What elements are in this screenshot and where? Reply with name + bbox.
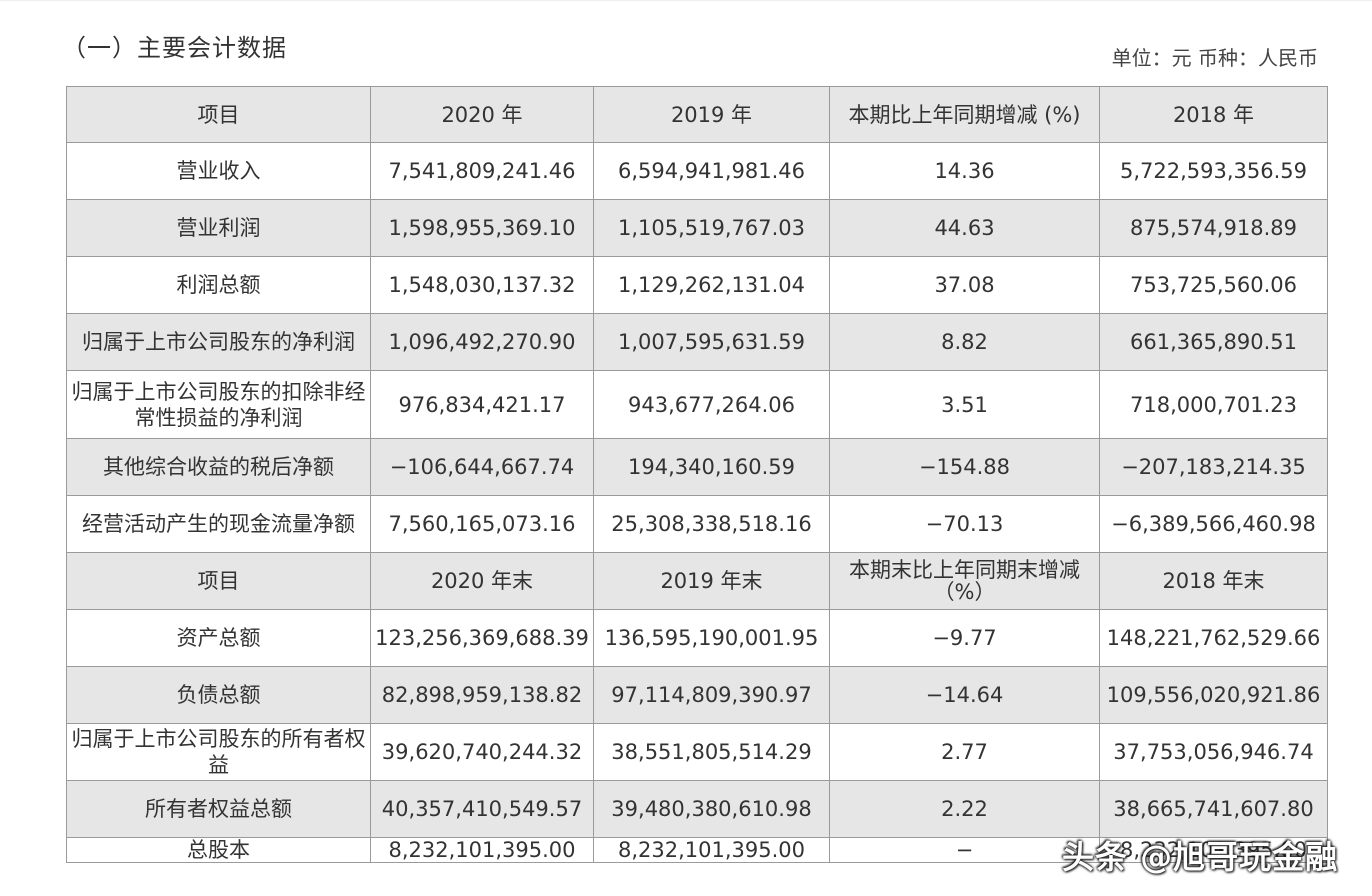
value-cell: 1,598,955,369.10 — [370, 199, 594, 257]
row-label: 其他综合收益的税后净额 — [66, 438, 371, 496]
value-cell: 39,620,740,244.32 — [370, 723, 594, 781]
value-cell: 38,665,741,607.80 — [1099, 780, 1328, 838]
table-row: 归属于上市公司股东的净利润 1,096,492,270.90 1,007,595,6… — [66, 313, 1328, 371]
header-cell: 项目 — [66, 86, 371, 143]
row-label: 营业利润 — [66, 199, 371, 257]
value-cell: 40,357,410,549.57 — [370, 780, 594, 838]
row-label: 总股本 — [66, 837, 371, 863]
header-cell: 2020 年末 — [370, 552, 594, 610]
row-label: 归属于上市公司股东的净利润 — [66, 313, 371, 371]
value-cell: 14.36 — [829, 142, 1100, 200]
value-cell: 8,232,101,395.00 — [593, 837, 830, 863]
table-row: 经营活动产生的现金流量净额 7,560,165,073.16 25,308,338,… — [66, 495, 1328, 553]
value-cell: 44.63 — [829, 199, 1100, 257]
value-cell: 753,725,560.06 — [1099, 256, 1328, 314]
value-cell: 8.82 — [829, 313, 1100, 371]
table-row: 归属于上市公司股东的扣除非经常性损益的净利润 976,834,421.17 943,… — [66, 370, 1328, 439]
value-cell: −154.88 — [829, 438, 1100, 496]
value-cell: 943,677,264.06 — [593, 370, 830, 439]
value-cell: 6,594,941,981.46 — [593, 142, 830, 200]
value-cell: 25,308,338,518.16 — [593, 495, 830, 553]
header-cell: 项目 — [66, 552, 371, 610]
value-cell: 718,000,701.23 — [1099, 370, 1328, 439]
row-label: 归属于上市公司股东的所有者权益 — [66, 723, 371, 781]
value-cell: 37.08 — [829, 256, 1100, 314]
table-row: 利润总额 1,548,030,137.32 1,129,262,131.04 37.0… — [66, 256, 1328, 314]
accounting-data-table: 项目 2020 年 2019 年本期比上年同期增减 (%) 2018 年营业收入 7,5… — [66, 86, 1328, 863]
value-cell: 39,480,380,610.98 — [593, 780, 830, 838]
value-cell: −14.64 — [829, 666, 1100, 724]
value-cell: 194,340,160.59 — [593, 438, 830, 496]
header-cell: 2018 年末 — [1099, 552, 1328, 610]
header-row: 项目 2020 年末 2019 年末 本期末比上年同期末增减（%） 2018 年末 — [66, 552, 1328, 610]
value-cell: 8,232,101,395.00 — [1099, 837, 1328, 863]
value-cell: −106,644,667.74 — [370, 438, 594, 496]
value-cell: 148,221,762,529.66 — [1099, 609, 1328, 667]
value-cell: −9.77 — [829, 609, 1100, 667]
value-cell: 123,256,369,688.39 — [370, 609, 594, 667]
value-cell: 1,096,492,270.90 — [370, 313, 594, 371]
table-row: 营业利润 1,598,955,369.10 1,105,519,767.03 44.6… — [66, 199, 1328, 257]
row-label: 负债总额 — [66, 666, 371, 724]
header-cell: 本期比上年同期增减 (%) — [829, 86, 1100, 143]
value-cell: 38,551,805,514.29 — [593, 723, 830, 781]
value-cell: −207,183,214.35 — [1099, 438, 1328, 496]
table-row: 归属于上市公司股东的所有者权益 39,620,740,244.32 38,551,8… — [66, 723, 1328, 781]
value-cell: 1,129,262,131.04 — [593, 256, 830, 314]
header-cell: 2019 年 — [593, 86, 830, 143]
row-label: 资产总额 — [66, 609, 371, 667]
header-cell: 本期末比上年同期末增减（%） — [829, 552, 1100, 610]
header-cell: 2018 年 — [1099, 86, 1328, 143]
value-cell: 7,560,165,073.16 — [370, 495, 594, 553]
table-row: 负债总额 82,898,959,138.82 97,114,809,390.97 −1… — [66, 666, 1328, 724]
value-cell: 661,365,890.51 — [1099, 313, 1328, 371]
header-row: 项目 2020 年 2019 年本期比上年同期增减 (%) 2018 年 — [66, 86, 1328, 143]
value-cell: 8,232,101,395.00 — [370, 837, 594, 863]
row-label: 营业收入 — [66, 142, 371, 200]
value-cell: 875,574,918.89 — [1099, 199, 1328, 257]
value-cell: 97,114,809,390.97 — [593, 666, 830, 724]
value-cell: 1,105,519,767.03 — [593, 199, 830, 257]
row-label: 所有者权益总额 — [66, 780, 371, 838]
value-cell: 7,541,809,241.46 — [370, 142, 594, 200]
value-cell: − — [829, 837, 1100, 863]
row-label: 归属于上市公司股东的扣除非经常性损益的净利润 — [66, 370, 371, 439]
section-title: （一）主要会计数据 — [62, 34, 287, 62]
watermark: 头条 @旭哥玩金融 — [1062, 838, 1339, 876]
value-cell: 1,007,595,631.59 — [593, 313, 830, 371]
header-cell: 2020 年 — [370, 86, 594, 143]
value-cell: 136,595,190,001.95 — [593, 609, 830, 667]
table-row: 总股本 8,232,101,395.00 8,232,101,395.00−8,23… — [66, 837, 1328, 863]
value-cell: 2.77 — [829, 723, 1100, 781]
value-cell: 5,722,593,356.59 — [1099, 142, 1328, 200]
unit-note: 单位：元 币种：人民币 — [1111, 46, 1318, 70]
value-cell: 37,753,056,946.74 — [1099, 723, 1328, 781]
table-body: 项目 2020 年 2019 年本期比上年同期增减 (%) 2018 年营业收入 7,5… — [66, 86, 1328, 863]
header-cell: 2019 年末 — [593, 552, 830, 610]
table-row: 资产总额 123,256,369,688.39 136,595,190,001.95… — [66, 609, 1328, 667]
value-cell: 82,898,959,138.82 — [370, 666, 594, 724]
value-cell: 976,834,421.17 — [370, 370, 594, 439]
value-cell: −6,389,566,460.98 — [1099, 495, 1328, 553]
top-divider — [0, 0, 1372, 1]
table-row: 营业收入 7,541,809,241.46 6,594,941,981.46 14.3… — [66, 142, 1328, 200]
table-row: 所有者权益总额 40,357,410,549.57 39,480,380,610.9… — [66, 780, 1328, 838]
value-cell: 2.22 — [829, 780, 1100, 838]
row-label: 利润总额 — [66, 256, 371, 314]
row-label: 经营活动产生的现金流量净额 — [66, 495, 371, 553]
value-cell: −70.13 — [829, 495, 1100, 553]
value-cell: 109,556,020,921.86 — [1099, 666, 1328, 724]
table-row: 其他综合收益的税后净额 −106,644,667.74 194,340,160.59… — [66, 438, 1328, 496]
value-cell: 1,548,030,137.32 — [370, 256, 594, 314]
value-cell: 3.51 — [829, 370, 1100, 439]
